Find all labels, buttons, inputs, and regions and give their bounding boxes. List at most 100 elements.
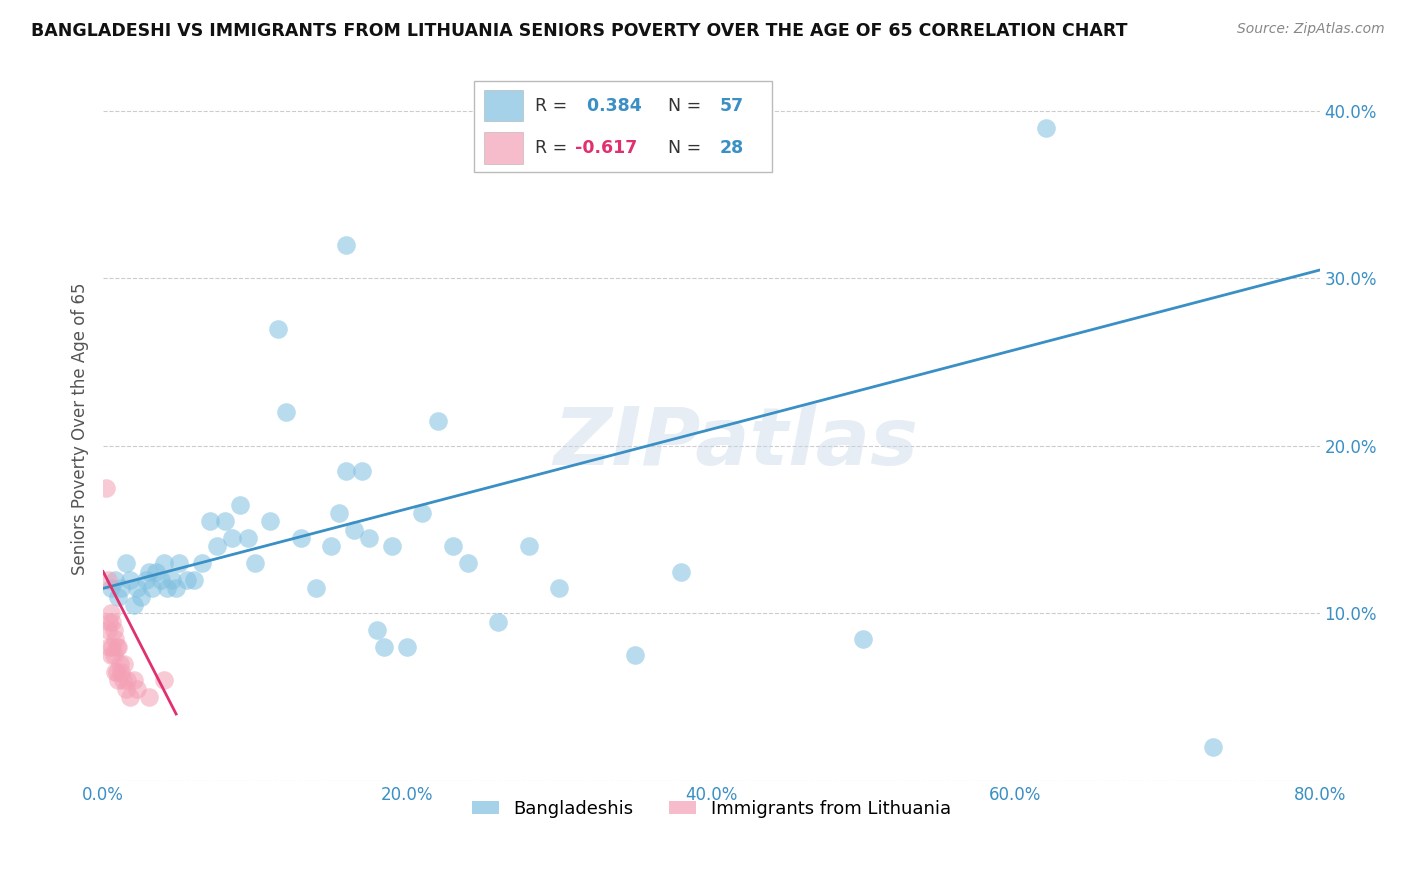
- Point: [167, 556, 190, 570]
- Text: R =: R =: [534, 96, 572, 114]
- Point: [96, 481, 118, 495]
- Point: [1202, 740, 1225, 755]
- Point: [97, 573, 120, 587]
- Point: [145, 565, 167, 579]
- Point: [153, 556, 176, 570]
- Point: [115, 556, 138, 570]
- Point: [100, 607, 122, 621]
- Point: [104, 632, 127, 646]
- Point: [129, 590, 152, 604]
- FancyBboxPatch shape: [484, 132, 523, 163]
- Point: [191, 556, 214, 570]
- Text: ZIPatlas: ZIPatlas: [553, 404, 918, 483]
- Point: [105, 665, 128, 679]
- Point: [176, 573, 198, 587]
- Point: [165, 582, 187, 596]
- Point: [149, 573, 172, 587]
- Legend: Bangladeshis, Immigrants from Lithuania: Bangladeshis, Immigrants from Lithuania: [464, 792, 959, 825]
- Point: [1035, 120, 1057, 135]
- Point: [125, 582, 148, 596]
- Point: [236, 531, 259, 545]
- Point: [229, 498, 252, 512]
- Point: [117, 673, 139, 688]
- Point: [104, 573, 127, 587]
- Point: [343, 523, 366, 537]
- Point: [107, 590, 129, 604]
- Point: [267, 322, 290, 336]
- Point: [624, 648, 647, 663]
- Point: [107, 640, 129, 654]
- Point: [441, 540, 464, 554]
- Point: [122, 673, 145, 688]
- Text: R =: R =: [534, 139, 572, 157]
- Point: [100, 648, 122, 663]
- Point: [135, 573, 157, 587]
- Point: [107, 673, 129, 688]
- Text: Source: ZipAtlas.com: Source: ZipAtlas.com: [1237, 22, 1385, 37]
- Point: [125, 681, 148, 696]
- Point: [98, 615, 121, 629]
- Point: [350, 464, 373, 478]
- FancyBboxPatch shape: [484, 90, 523, 121]
- Point: [103, 624, 125, 638]
- Point: [335, 238, 357, 252]
- Point: [160, 573, 183, 587]
- Point: [373, 640, 395, 654]
- Point: [97, 624, 120, 638]
- Point: [517, 540, 540, 554]
- Point: [100, 582, 122, 596]
- Point: [396, 640, 419, 654]
- Point: [156, 582, 179, 596]
- Point: [111, 673, 134, 688]
- Text: N =: N =: [657, 139, 706, 157]
- Point: [138, 565, 160, 579]
- Point: [122, 598, 145, 612]
- Point: [101, 615, 124, 629]
- Point: [103, 648, 125, 663]
- Point: [426, 414, 449, 428]
- Point: [243, 556, 266, 570]
- Point: [98, 640, 121, 654]
- Point: [214, 514, 236, 528]
- FancyBboxPatch shape: [474, 81, 772, 172]
- Point: [548, 582, 571, 596]
- Text: -0.617: -0.617: [575, 139, 637, 157]
- Point: [115, 681, 138, 696]
- Point: [366, 624, 388, 638]
- Point: [305, 582, 328, 596]
- Point: [205, 540, 228, 554]
- Point: [488, 615, 510, 629]
- Point: [669, 565, 692, 579]
- Point: [259, 514, 281, 528]
- Text: 0.384: 0.384: [581, 96, 643, 114]
- Point: [110, 582, 132, 596]
- Point: [321, 540, 343, 554]
- Point: [105, 640, 128, 654]
- Point: [101, 640, 124, 654]
- Text: 28: 28: [720, 139, 744, 157]
- Point: [198, 514, 221, 528]
- Point: [274, 405, 297, 419]
- Point: [138, 690, 160, 705]
- Point: [411, 506, 433, 520]
- Point: [120, 690, 142, 705]
- Point: [112, 657, 135, 671]
- Point: [141, 582, 163, 596]
- Point: [335, 464, 357, 478]
- Y-axis label: Seniors Poverty Over the Age of 65: Seniors Poverty Over the Age of 65: [72, 283, 89, 575]
- Point: [183, 573, 205, 587]
- Point: [221, 531, 243, 545]
- Point: [108, 657, 131, 671]
- Point: [328, 506, 350, 520]
- Point: [290, 531, 312, 545]
- Text: 57: 57: [720, 96, 744, 114]
- Point: [153, 673, 176, 688]
- Point: [852, 632, 875, 646]
- Point: [110, 665, 132, 679]
- Text: BANGLADESHI VS IMMIGRANTS FROM LITHUANIA SENIORS POVERTY OVER THE AGE OF 65 CORR: BANGLADESHI VS IMMIGRANTS FROM LITHUANIA…: [31, 22, 1128, 40]
- Point: [457, 556, 479, 570]
- Point: [381, 540, 404, 554]
- Text: N =: N =: [657, 96, 706, 114]
- Point: [120, 573, 142, 587]
- Point: [104, 665, 127, 679]
